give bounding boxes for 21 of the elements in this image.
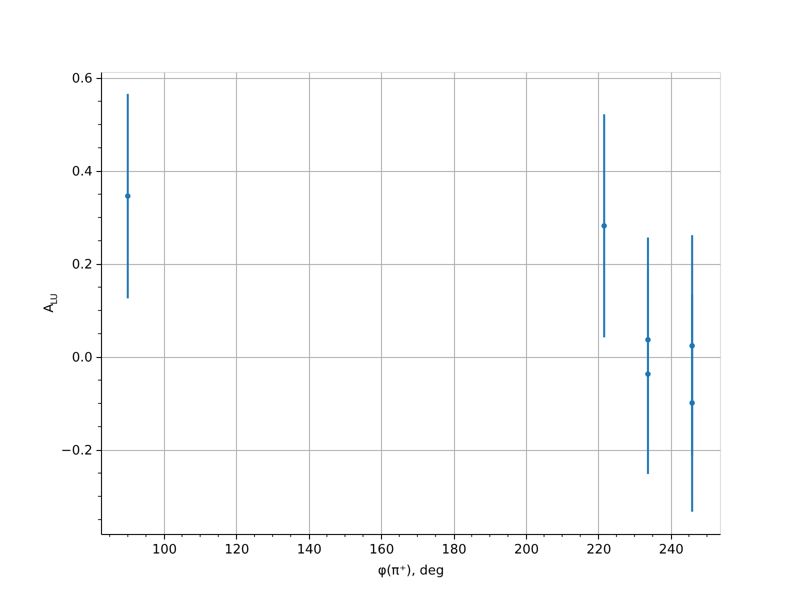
x-axis-title: φ(π⁺), deg [378, 564, 444, 578]
y-tick-label: 0.6 [72, 72, 92, 87]
x-tick-label: 140 [296, 542, 322, 558]
x-tick-label: 200 [514, 542, 539, 558]
x-tick-label: 240 [658, 542, 684, 558]
x-tick-label: 100 [152, 542, 177, 558]
x-tick-label: 120 [224, 542, 250, 558]
x-tick-label: 180 [442, 542, 466, 558]
y-tick-label: 0.4 [72, 164, 92, 180]
y-tick-label: 0.0 [72, 350, 92, 366]
point [689, 400, 695, 406]
y-tick-label: −0.2 [60, 443, 92, 458]
point [125, 193, 131, 199]
point [689, 343, 695, 348]
point [601, 223, 607, 229]
point [645, 371, 651, 377]
x-tick-label: 160 [369, 542, 394, 558]
x-tick-label: 220 [586, 542, 612, 558]
y-axis-title: ALU [42, 293, 60, 313]
y-tick-label: 0.2 [72, 257, 92, 272]
point [645, 336, 651, 342]
